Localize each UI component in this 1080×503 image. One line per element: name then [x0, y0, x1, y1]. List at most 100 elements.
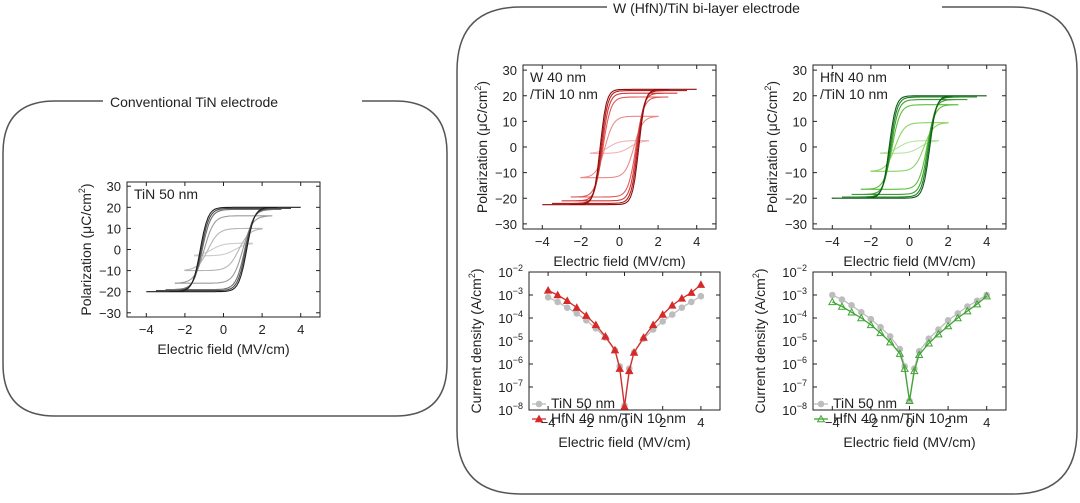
y-tick-label: 10−8	[782, 401, 807, 418]
data-point	[648, 320, 658, 329]
data-point	[629, 348, 639, 356]
data-point	[954, 310, 962, 317]
legend-label: TiN 50 nm	[551, 395, 615, 411]
y-tick-label: −30	[495, 217, 517, 232]
hysteresis-loop	[194, 242, 253, 257]
chart-hfn-jv: −4 −2 0 2 4 10−2 10−3 10−4 10−5 10−6 10−7 10−8 Elect…	[751, 263, 1007, 450]
data-point	[625, 366, 634, 375]
x-axis-label: Electric field (MV/cm)	[843, 434, 975, 450]
y-tick-label: 30	[107, 179, 121, 194]
plot-frame	[126, 181, 321, 318]
data-point	[688, 298, 695, 306]
y-tick-label: 10−7	[498, 378, 523, 395]
x-axis-label: Electric field (MV/cm)	[157, 341, 289, 357]
y-tick-label: 10−8	[498, 401, 523, 418]
data-point	[572, 303, 581, 311]
x-tick-label: 2	[654, 234, 661, 249]
y-axis-label: Polarization (μC/cm2)	[763, 81, 780, 213]
x-axis-label: Electric field (MV/cm)	[843, 253, 975, 269]
x-tick-label: −2	[177, 322, 192, 337]
data-point	[573, 310, 581, 317]
y-tick-label: −30	[99, 306, 121, 321]
hysteresis-loop	[589, 140, 650, 154]
y-axis-label: Current density (A/cm2)	[751, 268, 768, 413]
legend-marker	[535, 400, 543, 408]
inset-label: HfN 40 nm	[820, 69, 887, 85]
y-tick-label: 10−4	[498, 309, 523, 326]
data-point	[924, 338, 934, 347]
legend-label: TiN 50 nm	[833, 395, 897, 411]
data-point	[677, 294, 687, 302]
data-point	[696, 280, 706, 288]
data-point	[934, 329, 943, 338]
x-tick-label: 0	[906, 234, 913, 249]
legend-marker	[816, 414, 826, 423]
y-tick-label: 30	[503, 63, 517, 78]
data-point	[659, 318, 667, 325]
series-line	[547, 284, 702, 407]
data-point	[615, 364, 624, 372]
data-point	[687, 288, 696, 296]
y-tick-label: −10	[495, 166, 517, 181]
data-point	[905, 396, 914, 405]
x-tick-label: −2	[863, 415, 878, 430]
x-tick-label: −4	[139, 322, 154, 337]
data-point	[935, 326, 942, 333]
left-group-frame	[2, 100, 448, 417]
data-point	[658, 310, 667, 318]
data-point	[610, 345, 620, 354]
inset-label: /TiN 10 nm	[530, 86, 598, 102]
y-tick-label: 10−6	[782, 355, 807, 372]
x-tick-label: 0	[616, 234, 623, 249]
data-point	[895, 349, 905, 357]
y-tick-label: 20	[793, 89, 807, 104]
hysteresis-loop	[842, 96, 977, 198]
data-point	[914, 350, 924, 359]
y-tick-label: 0	[800, 140, 807, 155]
series-line	[832, 294, 988, 401]
hysteresis-loop	[570, 96, 669, 198]
x-tick-label: 4	[297, 322, 304, 337]
data-point	[838, 296, 846, 303]
data-point	[668, 300, 677, 309]
x-axis-label: Electric field (MV/cm)	[558, 434, 690, 450]
inset-label: /TiN 10 nm	[820, 86, 888, 102]
data-point	[563, 304, 571, 311]
hysteresis-loop	[155, 207, 291, 292]
legend-marker	[534, 414, 544, 423]
x-tick-label: 0	[621, 415, 628, 430]
legend-label: HfN 40 nm/TiN 10 nm	[833, 410, 968, 426]
data-point	[885, 337, 895, 346]
y-tick-label: −20	[99, 285, 121, 300]
data-point	[544, 294, 552, 301]
y-tick-label: 10−2	[782, 263, 807, 280]
x-tick-label: 0	[906, 415, 913, 430]
data-point	[582, 311, 591, 319]
y-tick-label: −20	[495, 191, 517, 206]
y-tick-label: 0	[114, 243, 121, 258]
data-point	[972, 299, 982, 308]
hysteresis-loop	[552, 90, 687, 204]
data-point	[837, 302, 847, 310]
data-point	[829, 291, 836, 299]
x-tick-label: 2	[258, 322, 265, 337]
data-point	[896, 345, 904, 353]
data-point	[900, 364, 909, 372]
x-tick-label: 2	[944, 234, 951, 249]
right-group-frame	[456, 6, 1078, 495]
data-point	[591, 320, 601, 329]
right-group-title: W (HfN)/TiN bi-layer electrode	[613, 0, 800, 16]
x-tick-label: 4	[697, 415, 704, 430]
x-axis-label: Electric field (MV/cm)	[553, 253, 685, 269]
y-tick-label: 10	[503, 114, 517, 129]
hysteresis-loop	[580, 115, 659, 179]
data-point	[678, 304, 686, 311]
data-point	[943, 321, 953, 330]
y-tick-label: 20	[503, 89, 517, 104]
x-tick-label: 4	[693, 234, 700, 249]
hysteresis-loop	[879, 140, 940, 154]
hysteresis-loop	[851, 99, 968, 195]
x-tick-label: 2	[659, 415, 666, 430]
